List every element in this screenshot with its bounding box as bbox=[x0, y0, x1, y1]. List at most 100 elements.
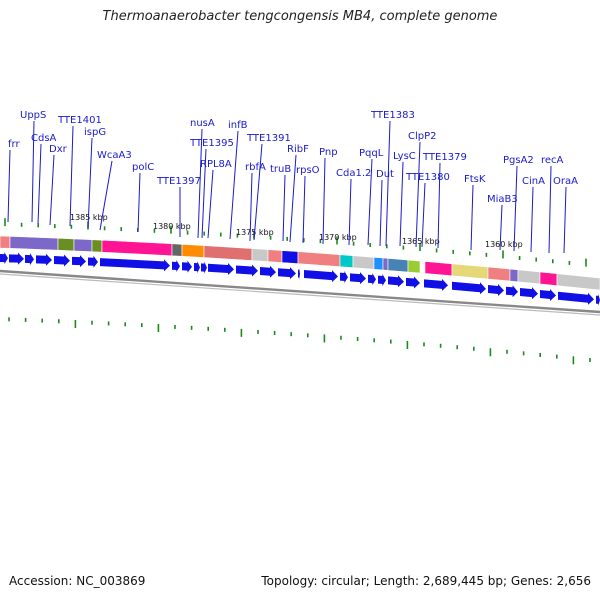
gene-label-tte1379[interactable]: TTE1379 bbox=[422, 152, 467, 163]
gene-label-upps[interactable]: UppS bbox=[20, 110, 46, 121]
gene-label-pgsa2[interactable]: PgsA2 bbox=[503, 155, 534, 166]
gene-label-ribf[interactable]: RibF bbox=[287, 144, 309, 155]
gene-label-oraa[interactable]: OraA bbox=[553, 176, 578, 187]
gene-label-dxr[interactable]: Dxr bbox=[49, 144, 68, 155]
gene-label-miab3[interactable]: MiaB3 bbox=[487, 194, 518, 205]
leader-line bbox=[207, 169, 214, 239]
leader-line bbox=[322, 157, 326, 245]
gene-label-wcaa3[interactable]: WcaA3 bbox=[97, 150, 132, 161]
tick-row-bottom bbox=[8, 317, 591, 365]
genome-title: Thermoanaerobacter tengcongensis MB4, co… bbox=[102, 9, 498, 24]
gene-label-pnp[interactable]: Pnp bbox=[319, 147, 338, 158]
gene-label-cina[interactable]: CinA bbox=[522, 176, 545, 187]
gene-label-infb[interactable]: infB bbox=[228, 120, 248, 131]
leader-line bbox=[399, 161, 404, 247]
gene-arrow bbox=[260, 265, 276, 278]
leader-line bbox=[437, 162, 441, 249]
gene-label-tte1380[interactable]: TTE1380 bbox=[405, 172, 450, 183]
gene-arrow bbox=[182, 260, 192, 273]
cog-segment bbox=[297, 251, 341, 267]
gene-arrow bbox=[25, 253, 34, 266]
gene-label-dut[interactable]: Dut bbox=[376, 169, 394, 180]
kbp-label-1370: 1370 kbp bbox=[319, 233, 357, 242]
gene-label-ftsk[interactable]: FtsK bbox=[464, 174, 486, 185]
cog-segment bbox=[339, 254, 354, 268]
gene-arrow bbox=[304, 270, 338, 283]
gene-arrow bbox=[88, 255, 98, 268]
gene-arrow bbox=[201, 261, 207, 274]
gene-label-clpp2[interactable]: ClpP2 bbox=[408, 131, 437, 142]
gene-label-pqql[interactable]: PqqL bbox=[359, 148, 384, 159]
gene-label-rpso[interactable]: rpsO bbox=[296, 165, 320, 176]
gene-label-lysc[interactable]: LysC bbox=[393, 151, 416, 162]
gene-label-ispg[interactable]: ispG bbox=[84, 127, 106, 138]
leader-line bbox=[49, 154, 55, 226]
cog-segment bbox=[9, 236, 59, 251]
cog-segment bbox=[487, 266, 511, 282]
gene-arrow bbox=[278, 267, 296, 280]
leader-line bbox=[31, 120, 35, 223]
cog-segment bbox=[382, 257, 389, 271]
gene-arrow bbox=[506, 285, 518, 298]
genome-backbone bbox=[0, 269, 600, 314]
gene-label-tte1395[interactable]: TTE1395 bbox=[189, 138, 234, 149]
gene-arrow bbox=[36, 253, 52, 266]
leader-line bbox=[37, 143, 42, 225]
gene-label-tte1391[interactable]: TTE1391 bbox=[246, 133, 291, 144]
gene-leader-lines bbox=[7, 120, 567, 254]
gene-arrow bbox=[9, 252, 24, 265]
gene-label-reca[interactable]: recA bbox=[541, 155, 564, 166]
leader-line bbox=[229, 130, 239, 240]
gene-label-polc[interactable]: polC bbox=[132, 162, 154, 173]
kbp-label-1360: 1360 kbp bbox=[485, 240, 523, 249]
gene-label-tte1401[interactable]: TTE1401 bbox=[57, 115, 102, 126]
gene-label-frr[interactable]: frr bbox=[8, 139, 20, 150]
leader-line bbox=[548, 165, 552, 254]
cog-segment bbox=[451, 263, 489, 280]
gene-label-trub[interactable]: truB bbox=[270, 164, 291, 175]
cog-segment bbox=[73, 238, 93, 253]
gene-label-rpl8a[interactable]: RPL8A bbox=[200, 159, 232, 170]
cog-segment bbox=[0, 235, 11, 249]
cog-segment bbox=[251, 248, 269, 262]
gene-arrow bbox=[378, 273, 386, 286]
leader-line bbox=[289, 154, 297, 243]
gene-arrow bbox=[406, 276, 420, 289]
gene-arrow bbox=[172, 259, 180, 272]
gene-arrow bbox=[368, 273, 376, 286]
leader-line bbox=[513, 165, 518, 252]
leader-line bbox=[379, 179, 383, 247]
cog-segment bbox=[267, 249, 283, 263]
cog-segment bbox=[539, 271, 558, 286]
gene-arrow bbox=[488, 283, 504, 296]
gene-label-nusa[interactable]: nusA bbox=[190, 118, 215, 129]
gene-label-tte1397[interactable]: TTE1397 bbox=[156, 176, 201, 187]
gene-label-rbfa[interactable]: rbfA bbox=[245, 162, 266, 173]
leader-line bbox=[421, 182, 426, 248]
leader-line bbox=[87, 137, 93, 229]
gene-label-cda1-2[interactable]: Cda1.2 bbox=[336, 168, 371, 179]
kbp-label-1380: 1380 kbp bbox=[153, 222, 191, 231]
gene-arrow bbox=[424, 278, 448, 291]
cog-segment bbox=[57, 237, 75, 252]
leader-line bbox=[99, 160, 113, 231]
gene-label-group: frr UppS CdsA Dxr TTE1401 ispG WcaA3 pol… bbox=[8, 110, 578, 205]
gene-arrow bbox=[558, 291, 594, 305]
leader-line bbox=[197, 128, 203, 239]
gene-label-cdsa[interactable]: CdsA bbox=[31, 133, 57, 144]
gene-arrow bbox=[72, 255, 86, 268]
cog-segment bbox=[181, 243, 205, 258]
gene-label-tte1383[interactable]: TTE1383 bbox=[370, 110, 415, 121]
leader-line bbox=[385, 120, 391, 247]
cog-segment bbox=[171, 243, 183, 257]
gene-arrow bbox=[54, 254, 70, 267]
cog-segment bbox=[517, 269, 541, 285]
gene-arrow bbox=[298, 267, 300, 280]
leader-line bbox=[302, 175, 306, 244]
leader-line bbox=[415, 141, 421, 248]
leader-line bbox=[7, 149, 11, 223]
cog-category-band bbox=[0, 235, 600, 291]
cog-segment bbox=[352, 255, 375, 270]
leader-line bbox=[367, 158, 373, 246]
